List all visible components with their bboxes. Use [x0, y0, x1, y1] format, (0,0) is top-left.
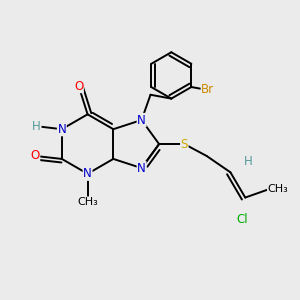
Text: Cl: Cl [236, 213, 248, 226]
Text: O: O [31, 149, 40, 162]
Text: H: H [244, 155, 253, 168]
Text: H: H [32, 120, 41, 133]
Text: N: N [137, 113, 146, 127]
Text: N: N [58, 123, 66, 136]
Text: Br: Br [201, 83, 214, 97]
Text: O: O [74, 80, 83, 93]
Text: CH₃: CH₃ [268, 184, 288, 194]
Text: N: N [137, 162, 146, 175]
Text: S: S [181, 138, 188, 151]
Text: CH₃: CH₃ [77, 197, 98, 207]
Text: N: N [83, 167, 92, 180]
